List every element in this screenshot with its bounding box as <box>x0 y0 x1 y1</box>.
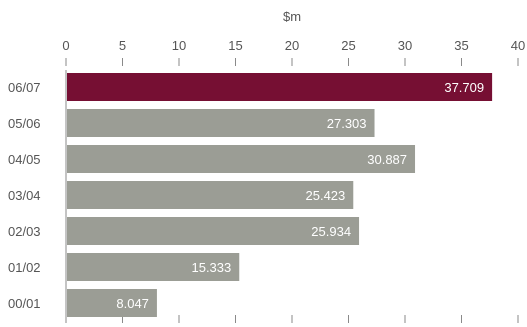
bar-value-label: 30.887 <box>367 152 407 167</box>
x-tick-label: 0 <box>62 38 69 53</box>
x-tick-label: 15 <box>228 38 242 53</box>
x-tick-label: 5 <box>119 38 126 53</box>
bar-value-label: 15.333 <box>191 260 231 275</box>
bar-value-label: 25.423 <box>306 188 346 203</box>
category-label: 05/06 <box>8 116 41 131</box>
bar-value-label: 37.709 <box>444 80 484 95</box>
bar <box>67 109 375 137</box>
category-label: 01/02 <box>8 260 41 275</box>
bar <box>67 289 157 317</box>
x-tick-label: 30 <box>398 38 412 53</box>
x-tick-label: 20 <box>285 38 299 53</box>
category-labels: 06/07 05/06 04/05 03/04 02/03 01/02 00/01 <box>8 80 41 311</box>
unit-label: $m <box>283 9 301 24</box>
bar <box>67 73 493 101</box>
bar <box>67 181 354 209</box>
bar <box>67 217 360 245</box>
category-label: 02/03 <box>8 224 41 239</box>
category-label: 00/01 <box>8 296 41 311</box>
category-label: 06/07 <box>8 80 41 95</box>
bar <box>67 145 416 173</box>
bar-value-label: 25.934 <box>311 224 351 239</box>
bars: 37.709 27.303 30.887 25.423 25.934 15.333 8.04… <box>67 73 493 317</box>
x-tick-label: 25 <box>341 38 355 53</box>
bar-value-label: 27.303 <box>327 116 367 131</box>
bar <box>67 253 240 281</box>
category-label: 04/05 <box>8 152 41 167</box>
x-axis: 0 5 10 15 20 25 30 35 40 <box>62 38 525 323</box>
category-label: 03/04 <box>8 188 41 203</box>
bar-value-label: 8.047 <box>116 296 149 311</box>
x-tick-label: 40 <box>511 38 525 53</box>
x-tick-label: 35 <box>454 38 468 53</box>
x-tick-label: 10 <box>172 38 186 53</box>
